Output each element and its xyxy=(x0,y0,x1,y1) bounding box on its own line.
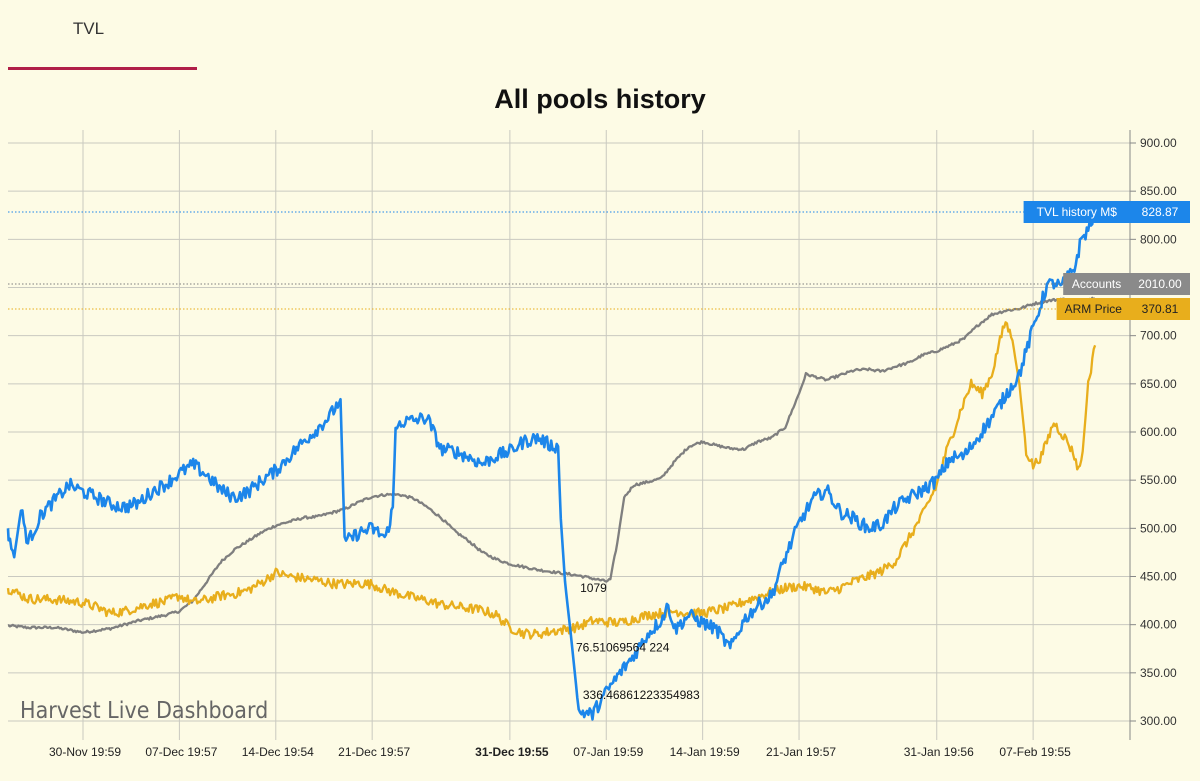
y-tick-label: 700.00 xyxy=(1140,329,1177,343)
tab-tvl[interactable]: TVL xyxy=(8,0,197,70)
series-value-flag xyxy=(1130,201,1190,223)
y-tick-label: 650.00 xyxy=(1140,377,1177,391)
x-tick-label: 14-Dec 19:54 xyxy=(242,745,314,759)
series-name-label: TVL history M$ xyxy=(1037,205,1118,219)
chart-title: All pools history xyxy=(494,84,706,114)
x-tick-label: 21-Dec 19:57 xyxy=(338,745,410,759)
y-tick-label: 600.00 xyxy=(1140,425,1177,439)
y-tick-label: 300.00 xyxy=(1140,714,1177,728)
series-value-label: 370.81 xyxy=(1142,302,1179,316)
series-line-accounts xyxy=(7,296,1096,634)
y-tick-label: 400.00 xyxy=(1140,618,1177,632)
y-tick-label: 800.00 xyxy=(1140,232,1177,246)
data-annotation: 76.51069564 224 xyxy=(576,641,670,655)
x-tick-label: 07-Dec 19:57 xyxy=(145,745,217,759)
chart-annotations: 1079 76.51069564 224 336.46861223354983 xyxy=(576,581,700,702)
series-line-tvl-history-m xyxy=(6,207,1097,721)
series-name-label: ARM Price xyxy=(1065,302,1123,316)
x-tick-label: 31-Dec 19:55 xyxy=(475,745,549,759)
series-lines xyxy=(6,207,1097,721)
x-tick-label: 14-Jan 19:59 xyxy=(670,745,740,759)
series-value-label: 828.87 xyxy=(1142,205,1179,219)
x-tick-label: 31-Jan 19:56 xyxy=(904,745,974,759)
series-value-flag xyxy=(1130,298,1190,320)
x-tick-label: 30-Nov 19:59 xyxy=(49,745,121,759)
data-annotation: 1079 xyxy=(580,581,607,595)
y-tick-label: 450.00 xyxy=(1140,570,1177,584)
y-tick-label: 900.00 xyxy=(1140,136,1177,150)
series-price-labels: Accounts 2010.00 ARM Price 370.81 TVL histor… xyxy=(8,201,1190,320)
y-tick-label: 350.00 xyxy=(1140,666,1177,680)
y-tick-label: 550.00 xyxy=(1140,473,1177,487)
series-name-flag xyxy=(1023,201,1130,223)
x-tick-label: 07-Jan 19:59 xyxy=(573,745,643,759)
y-tick-label: 500.00 xyxy=(1140,521,1177,535)
x-axis: 30-Nov 19:59 07-Dec 19:57 14-Dec 19:54 21-D… xyxy=(49,745,1071,759)
x-tick-label: 21-Jan 19:57 xyxy=(766,745,836,759)
series-value-flag xyxy=(1130,273,1190,295)
series-name-flag xyxy=(1056,298,1130,320)
y-tick-label: 850.00 xyxy=(1140,184,1177,198)
chart-grid xyxy=(8,130,1130,740)
data-annotation: 336.46861223354983 xyxy=(583,688,700,702)
series-value-label: 2010.00 xyxy=(1138,277,1182,291)
x-tick-label: 07-Feb 19:55 xyxy=(999,745,1071,759)
watermark-text: Harvest Live Dashboard xyxy=(20,698,269,724)
series-line-arm-price xyxy=(6,321,1097,640)
series-name-label: Accounts xyxy=(1072,277,1121,291)
tab-tvl-label: TVL xyxy=(72,19,105,38)
series-name-flag xyxy=(1063,273,1130,295)
